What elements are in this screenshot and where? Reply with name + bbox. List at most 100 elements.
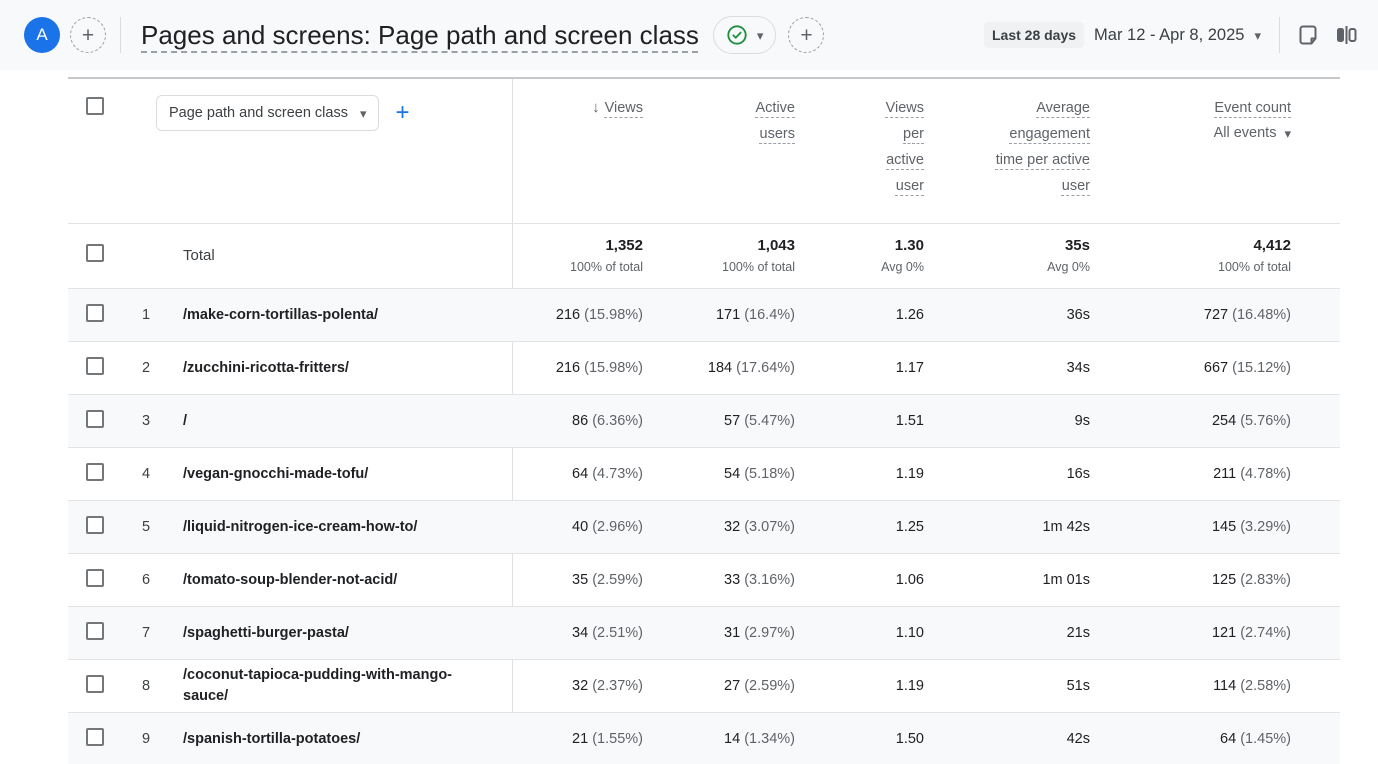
active-users-value: 171 [715, 307, 741, 323]
views-per-active-user-value: 1.26 [895, 307, 924, 323]
active-users-value: 14 [724, 731, 741, 747]
page-path-cell: /tomato-soup-blender-not-acid/ [168, 570, 512, 591]
views-per-active-user-value: 1.10 [895, 625, 924, 641]
date-range-selector[interactable]: Mar 12 - Apr 8, 2025 ▾ [1094, 26, 1261, 45]
avg-engagement-time: 16s [924, 466, 1090, 482]
total-views-sub: 100% of total [570, 259, 643, 274]
row-checkbox[interactable] [86, 515, 104, 534]
chevron-down-icon: ▾ [1284, 125, 1291, 141]
column-header-avg-engagement[interactable]: Average engagement time per active user [924, 95, 1090, 199]
chevron-down-icon: ▾ [359, 105, 367, 121]
add-dimension-button[interactable]: + [395, 98, 410, 126]
account-avatar[interactable]: A [24, 17, 60, 53]
page-path-cell: /vegan-gnocchi-made-tofu/ [168, 464, 512, 485]
views: 216 (15.98%) [512, 360, 643, 376]
avg-engagement-time-value: 1m 01s [1042, 572, 1090, 588]
views-per-active-user-value: 1.19 [895, 678, 924, 694]
avg-engagement-time: 34s [924, 360, 1090, 376]
column-header-active-users[interactable]: Active users [643, 95, 796, 147]
views: 21 (1.55%) [512, 731, 643, 747]
active-users-percent: (16.4%) [744, 307, 795, 323]
page-path: /liquid-nitrogen-ice-cream-how-to/ [183, 518, 418, 535]
active-users: 27 (2.59%) [643, 678, 795, 694]
views-value: 21 [572, 731, 589, 747]
table-row: 2/zucchini-ricotta-fritters/216 (15.98%)… [68, 341, 1340, 394]
row-checkbox[interactable] [86, 568, 104, 587]
total-checkbox[interactable] [86, 243, 104, 262]
row-checkbox[interactable] [86, 356, 104, 375]
add-metric-button[interactable]: + [788, 17, 825, 53]
comparison-button[interactable] [1330, 19, 1362, 51]
column-header-views[interactable]: ↓ Views [512, 95, 643, 121]
dimension-selector[interactable]: Page path and screen class ▾ [156, 95, 380, 131]
column-header-label: Event count [1214, 100, 1291, 116]
avg-engagement-time-value: 9s [1074, 413, 1090, 429]
active-users: 31 (2.97%) [643, 625, 795, 641]
avg-engagement-time-value: 34s [1066, 360, 1090, 376]
page-path: /vegan-gnocchi-made-tofu/ [183, 465, 369, 482]
row-checkbox[interactable] [86, 303, 104, 322]
avg-engagement-time-value: 21s [1066, 625, 1090, 641]
views: 34 (2.51%) [512, 625, 643, 641]
table-rows: 1/make-corn-tortillas-polenta/216 (15.98… [68, 288, 1340, 764]
report-status-pill[interactable]: ▾ [712, 16, 777, 54]
views-per-active-user: 1.25 [795, 519, 924, 535]
row-checkbox-cell [68, 515, 124, 539]
active-users-value: 33 [724, 572, 741, 588]
row-checkbox-cell [68, 303, 124, 327]
event-count-value: 254 [1211, 413, 1237, 429]
row-checkbox[interactable] [86, 462, 104, 481]
note-icon [1296, 23, 1320, 47]
row-checkbox[interactable] [86, 674, 104, 693]
row-rank: 4 [141, 466, 151, 482]
event-count-percent: (2.74%) [1240, 625, 1291, 641]
active-users-value: 57 [724, 413, 741, 429]
comparison-icon [1334, 23, 1358, 47]
event-count-value: 121 [1211, 625, 1237, 641]
table-row: 9/spanish-tortilla-potatoes/21 (1.55%) 14… [68, 712, 1340, 764]
page-path-cell: /coconut-tapioca-pudding-with-mango-sauc… [168, 665, 512, 707]
views-percent: (15.98%) [584, 307, 643, 323]
page-path-cell: /spanish-tortilla-potatoes/ [168, 729, 512, 750]
divider [1279, 17, 1280, 53]
row-checkbox-cell [68, 674, 124, 698]
views-percent: (6.36%) [592, 413, 643, 429]
event-count-value: 727 [1203, 307, 1229, 323]
insights-note-button[interactable] [1292, 19, 1324, 51]
event-count: 64 (1.45%) [1090, 731, 1291, 747]
row-checkbox[interactable] [86, 621, 104, 640]
divider [120, 17, 121, 53]
row-checkbox-cell [68, 727, 124, 751]
page-path-cell: /liquid-nitrogen-ice-cream-how-to/ [168, 517, 512, 538]
page-path-cell: /make-corn-tortillas-polenta/ [168, 305, 512, 326]
row-rank: 3 [141, 413, 151, 429]
column-header-views-per-active-user[interactable]: Views per active user [795, 95, 924, 199]
top-bar: A + Pages and screens: Page path and scr… [0, 0, 1378, 70]
row-checkbox[interactable] [86, 727, 104, 746]
views-percent: (2.96%) [592, 519, 643, 535]
views-per-active-user-value: 1.25 [895, 519, 924, 535]
views-per-active-user: 1.51 [795, 413, 924, 429]
add-comparison-button[interactable]: + [70, 17, 106, 53]
select-all-checkbox[interactable] [86, 97, 104, 115]
views-value: 216 [555, 360, 581, 376]
total-views-per-active-user-sub: Avg 0% [881, 259, 924, 274]
event-count-value: 114 [1213, 678, 1237, 694]
active-users: 33 (3.16%) [643, 572, 795, 588]
active-users-value: 31 [724, 625, 741, 641]
row-rank: 6 [141, 572, 151, 588]
page-path: /coconut-tapioca-pudding-with-mango-sauc… [183, 667, 453, 704]
report-title[interactable]: Pages and screens: Page path and screen … [141, 19, 699, 50]
event-filter-selector[interactable]: All events ▾ [1214, 125, 1291, 141]
row-checkbox[interactable] [86, 409, 104, 428]
active-users-percent: (17.64%) [736, 360, 795, 376]
active-users-percent: (3.07%) [744, 519, 795, 535]
column-header-label: Views [604, 100, 643, 116]
active-users: 171 (16.4%) [643, 307, 795, 323]
total-views: 1,352 [605, 236, 643, 254]
active-users: 57 (5.47%) [643, 413, 795, 429]
event-count-percent: (2.83%) [1240, 572, 1291, 588]
row-rank: 8 [141, 678, 151, 694]
avg-engagement-time: 1m 01s [924, 572, 1090, 588]
column-header-event-count[interactable]: Event count All events ▾ [1090, 95, 1291, 141]
